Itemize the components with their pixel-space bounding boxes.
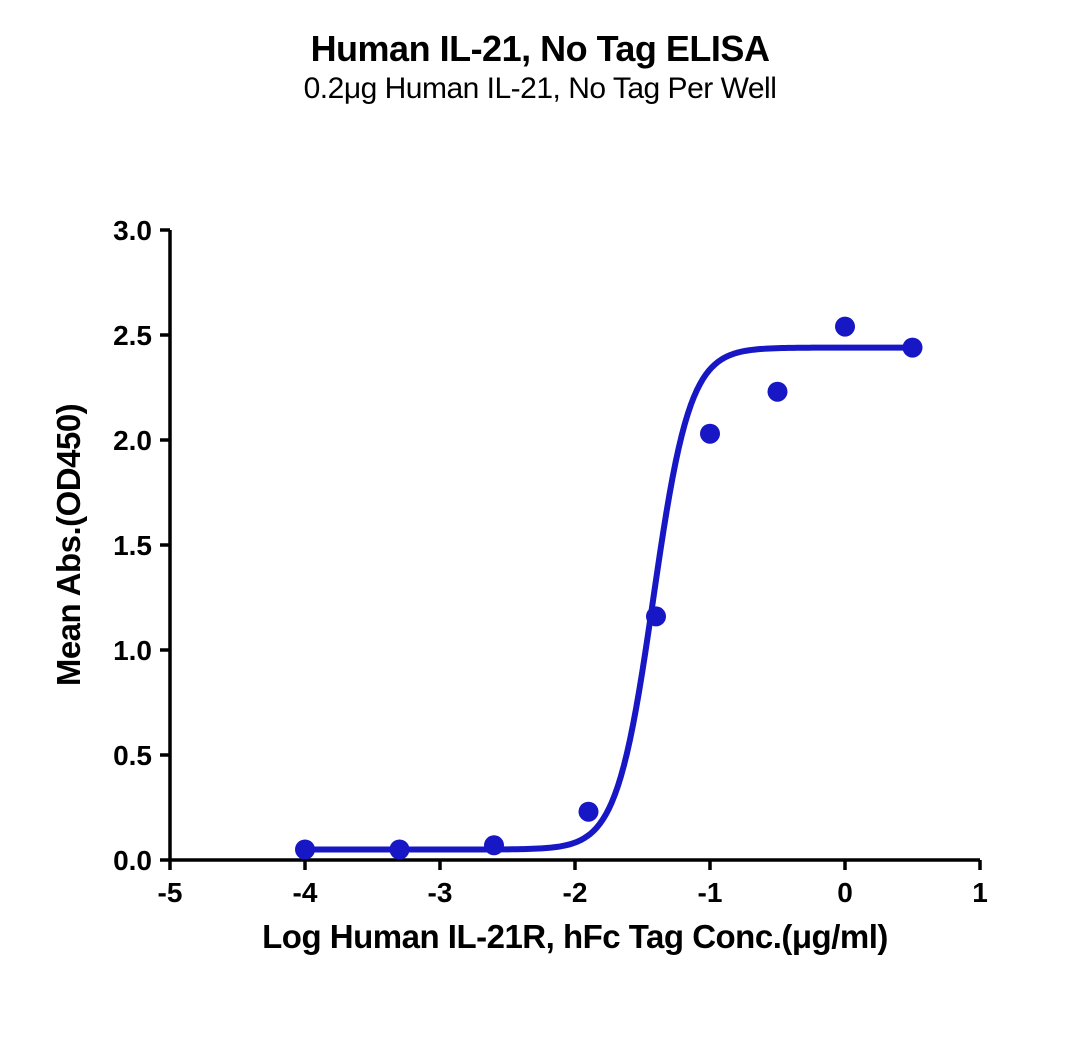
data-point	[835, 317, 855, 337]
chart-subtitle: 0.2μg Human IL-21, No Tag Per Well	[0, 72, 1080, 106]
y-tick-label: 0.5	[113, 740, 152, 771]
data-point	[390, 840, 410, 860]
y-tick-label: 0.0	[113, 845, 152, 876]
data-point	[768, 382, 788, 402]
y-tick-label: 2.5	[113, 320, 152, 351]
data-point	[903, 338, 923, 358]
data-point	[484, 835, 504, 855]
data-point	[579, 802, 599, 822]
x-tick-label: -4	[293, 877, 318, 908]
plot-area: 0.0 0.5 1.0 1.5 2.0 2.5 3.0 -5 -4 -3 -2 -1 0 1 Log Hum…	[50, 210, 1060, 1020]
chart-container: Human IL-21, No Tag ELISA 0.2μg Human IL…	[0, 0, 1080, 1043]
y-tick-label: 1.0	[113, 635, 152, 666]
x-tick-label: 1	[972, 877, 988, 908]
y-tick-label: 1.5	[113, 530, 152, 561]
y-axis-title: Mean Abs.(OD450)	[50, 404, 87, 686]
fit-curve	[305, 348, 913, 850]
x-tick-label: 0	[837, 877, 853, 908]
x-axis-title: Log Human IL-21R, hFc Tag Conc.(μg/ml)	[262, 918, 888, 955]
x-tick-label: -3	[428, 877, 453, 908]
data-point	[295, 840, 315, 860]
chart-title: Human IL-21, No Tag ELISA	[0, 28, 1080, 70]
x-tick-label: -5	[158, 877, 183, 908]
data-point	[646, 606, 666, 626]
y-tick-label: 3.0	[113, 215, 152, 246]
title-block: Human IL-21, No Tag ELISA 0.2μg Human IL…	[0, 28, 1080, 106]
data-point	[700, 424, 720, 444]
x-tick-label: -1	[698, 877, 723, 908]
x-tick-label: -2	[563, 877, 588, 908]
y-tick-label: 2.0	[113, 425, 152, 456]
